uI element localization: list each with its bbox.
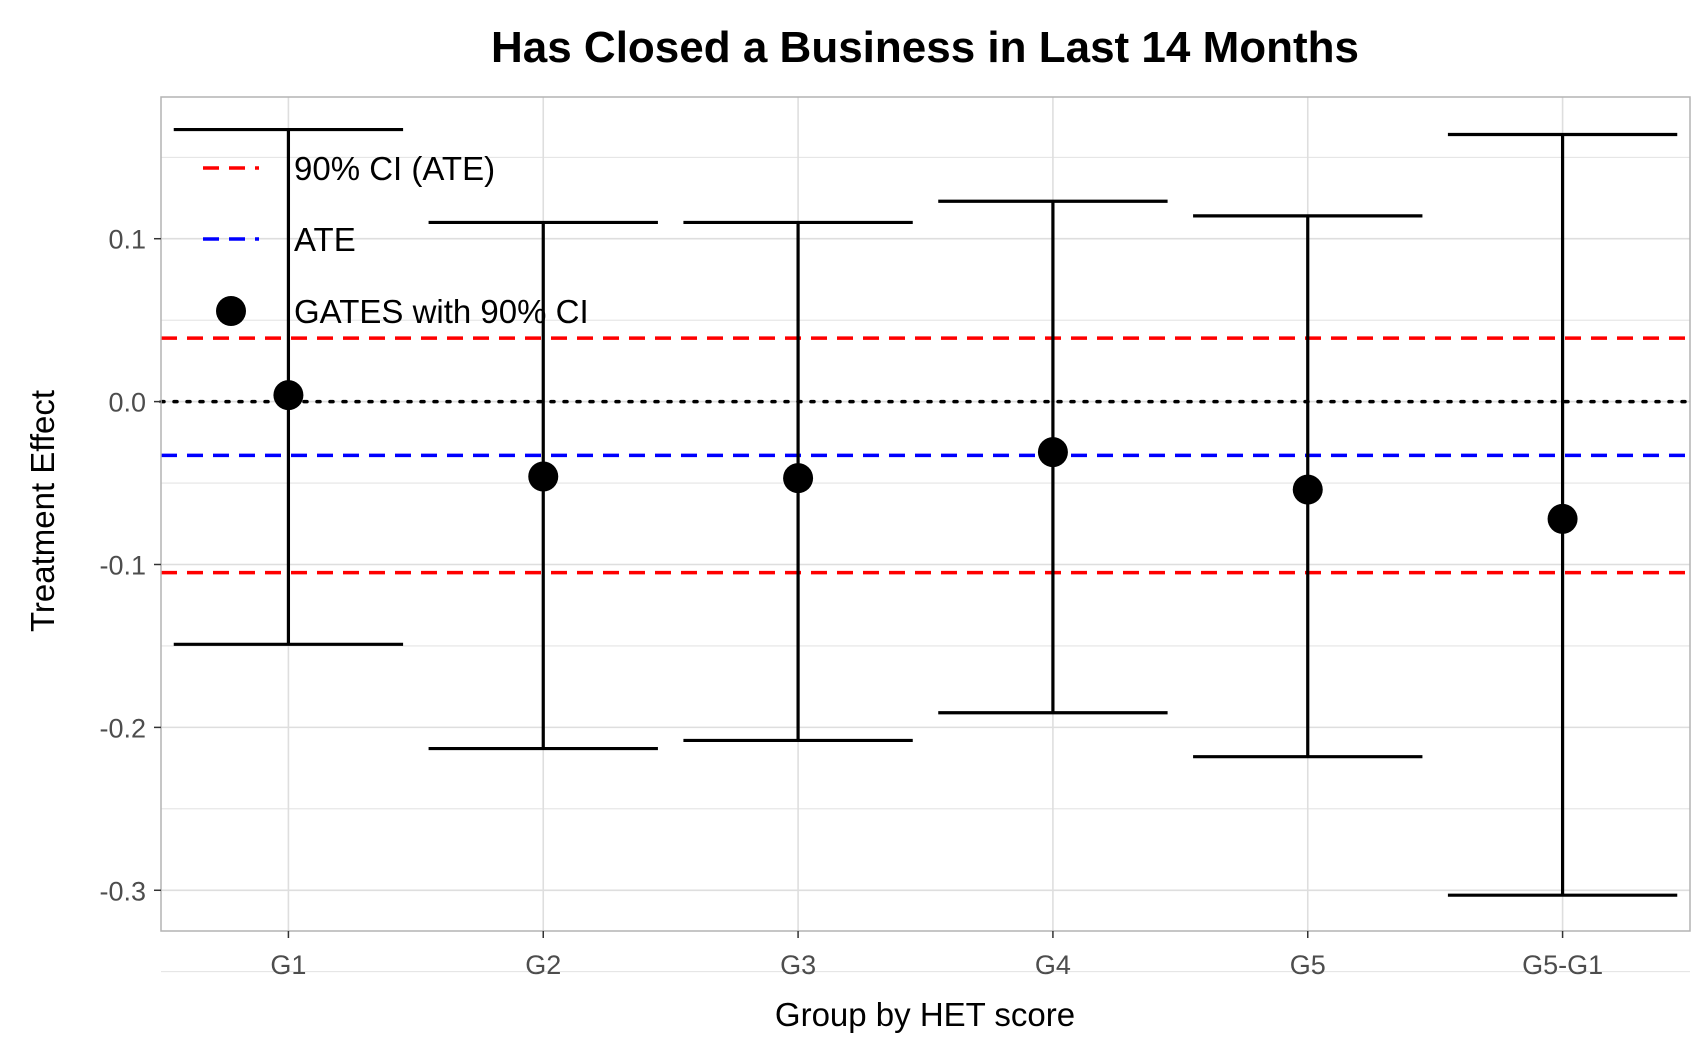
errorbar-group: [428, 220, 658, 751]
legend-key-point: [216, 296, 246, 326]
x-axis-title: Group by HET score: [775, 996, 1075, 1033]
legend-label: ATE: [294, 221, 356, 258]
gates-point: [1547, 503, 1578, 534]
legend-label: 90% CI (ATE): [294, 150, 495, 187]
x-axis-ticks: G1 G2 G3 G4 G5 G5-G1: [270, 931, 1603, 980]
gates-point: [1292, 474, 1323, 505]
legend-label: GATES with 90% CI: [294, 293, 589, 330]
reference-lines: [159, 336, 1692, 575]
y-tick-label: 0.0: [108, 388, 146, 418]
gates-point: [273, 380, 304, 411]
x-tick-label: G1: [270, 950, 306, 980]
gates-point: [783, 463, 814, 494]
y-tick-label: 0.1: [108, 225, 146, 255]
errorbar-group: [173, 127, 404, 646]
x-tick-label: G5-G1: [1522, 950, 1603, 980]
x-tick-label: G4: [1035, 950, 1071, 980]
errorbar-group: [683, 220, 913, 743]
legend: 90% CI (ATE) ATE GATES with 90% CI: [203, 150, 589, 330]
chart-title: Has Closed a Business in Last 14 Months: [491, 23, 1359, 72]
errorbar-group: [1447, 132, 1678, 897]
y-tick-label: -0.3: [99, 876, 146, 906]
x-tick-label: G2: [525, 950, 561, 980]
gates-point: [528, 461, 559, 492]
y-axis-ticks: -0.3 -0.2 -0.1 0.0 0.1: [99, 225, 161, 906]
grid: [161, 97, 1690, 973]
x-tick-label: G3: [780, 950, 816, 980]
y-tick-label: -0.2: [99, 713, 146, 743]
plot-panel-border: [160, 96, 1691, 932]
errorbar-group: [938, 199, 1168, 715]
x-tick-label: G5: [1290, 950, 1326, 980]
errorbar-group: [1193, 214, 1423, 759]
data-marks: [173, 127, 1678, 897]
y-tick-label: -0.1: [99, 550, 146, 580]
gates-point: [1037, 437, 1068, 468]
y-axis-title: Treatment Effect: [24, 390, 61, 632]
